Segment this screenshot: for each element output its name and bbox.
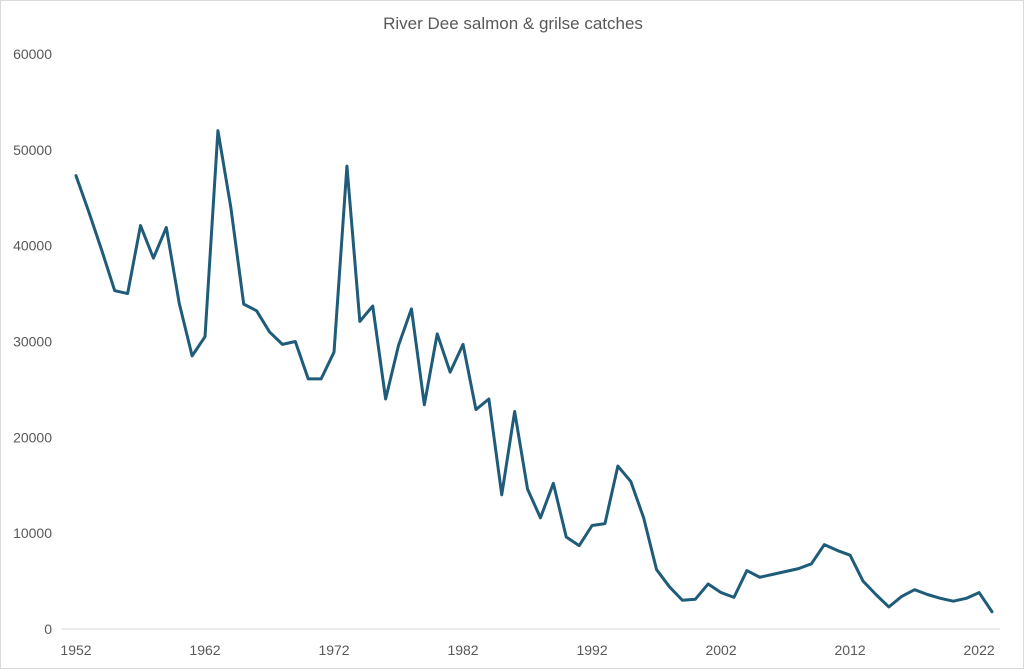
x-tick-label: 1972 xyxy=(318,642,349,658)
y-tick-label: 10000 xyxy=(13,525,52,541)
y-tick-label: 50000 xyxy=(13,142,52,158)
x-tick-label: 2012 xyxy=(835,642,866,658)
x-tick-label: 2022 xyxy=(964,642,995,658)
x-tick-label: 1962 xyxy=(189,642,220,658)
x-tick-label: 1952 xyxy=(60,642,91,658)
x-axis-ticks: 1952 1962 1972 1982 1992 2002 2012 2022 xyxy=(60,642,994,658)
x-tick-label: 1992 xyxy=(576,642,607,658)
x-tick-label: 2002 xyxy=(705,642,736,658)
y-tick-label: 0 xyxy=(44,621,52,637)
chart-title: River Dee salmon & grilse catches xyxy=(383,14,643,33)
catches-series-line xyxy=(74,129,994,614)
x-tick-label: 1982 xyxy=(447,642,478,658)
y-tick-label: 20000 xyxy=(13,429,52,445)
y-tick-label: 30000 xyxy=(13,334,52,350)
y-axis-ticks: 0 10000 20000 30000 40000 50000 60000 xyxy=(13,46,52,637)
y-tick-label: 40000 xyxy=(13,238,52,254)
y-tick-label: 60000 xyxy=(13,46,52,62)
